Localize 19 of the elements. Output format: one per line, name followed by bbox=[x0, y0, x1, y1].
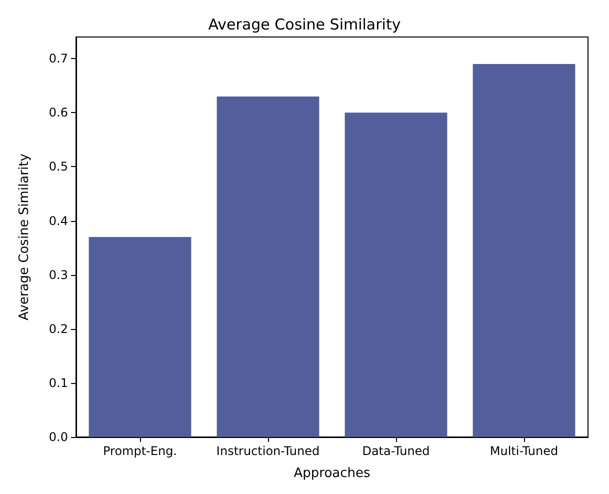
x-tick-label: Prompt-Eng. bbox=[103, 444, 177, 458]
bar bbox=[472, 64, 576, 437]
y-tick-label: 0.7 bbox=[48, 52, 68, 66]
x-axis-title: Approaches bbox=[294, 466, 370, 481]
bar bbox=[216, 96, 320, 437]
y-tick-label: 0.3 bbox=[48, 268, 68, 282]
x-tick-label: Data-Tuned bbox=[362, 444, 430, 458]
bar bbox=[88, 237, 192, 437]
y-tick-label: 0.5 bbox=[48, 160, 68, 174]
y-tick-label: 0.0 bbox=[48, 430, 68, 444]
x-tick-label: Instruction-Tuned bbox=[216, 444, 320, 458]
y-tick-label: 0.6 bbox=[48, 106, 68, 120]
y-tick-label: 0.4 bbox=[48, 214, 68, 228]
x-tick-label: Multi-Tuned bbox=[490, 444, 558, 458]
y-axis-title: Average Cosine Similarity bbox=[17, 153, 32, 320]
chart-title: Average Cosine Similarity bbox=[208, 16, 401, 34]
y-tick-label: 0.2 bbox=[48, 322, 68, 336]
bar bbox=[344, 112, 448, 437]
y-tick-label: 0.1 bbox=[48, 376, 68, 390]
